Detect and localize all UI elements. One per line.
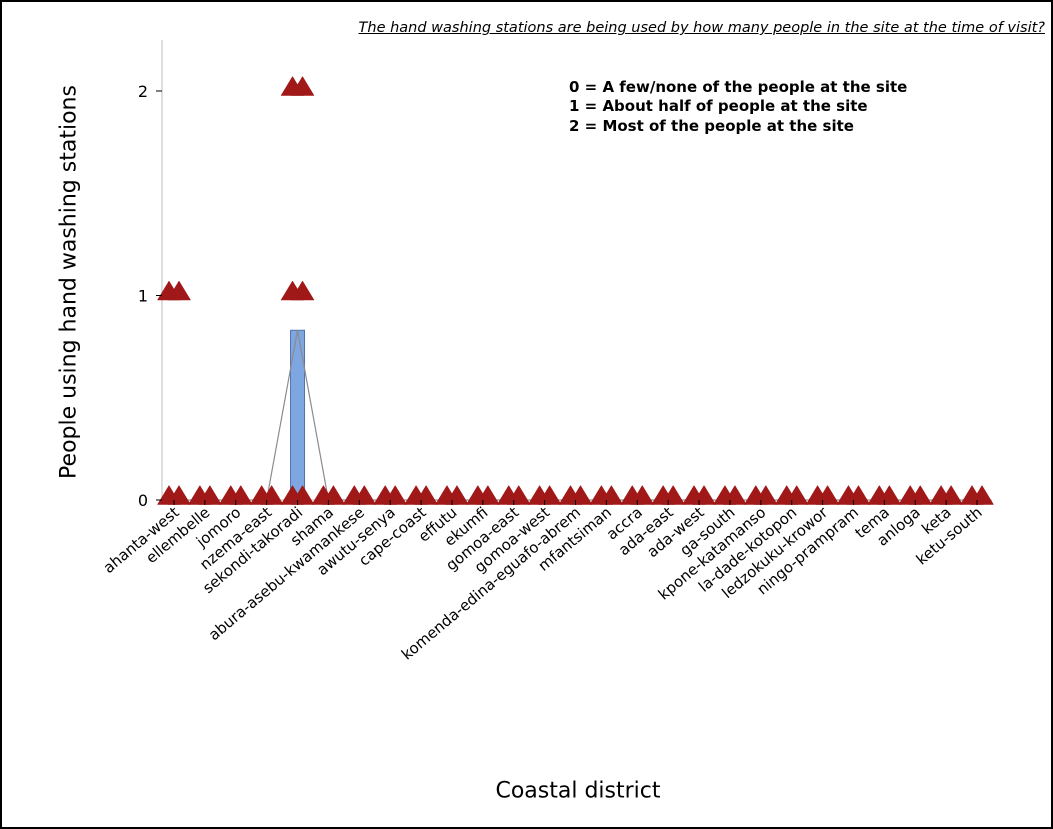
legend-entry-1: 1 = About half of people at the site xyxy=(569,97,868,115)
y-tick-label-0: 0 xyxy=(138,491,148,510)
x-axis-label: Coastal district xyxy=(495,779,660,804)
legend-entry-0: 0 = A few/none of the people at the site xyxy=(569,78,907,96)
legend-entry-2: 2 = Most of the people at the site xyxy=(569,117,854,135)
y-axis-label: People using hand washing stations xyxy=(57,85,82,479)
y-tick-label-2: 2 xyxy=(138,82,148,101)
y-tick-label-1: 1 xyxy=(138,287,148,306)
